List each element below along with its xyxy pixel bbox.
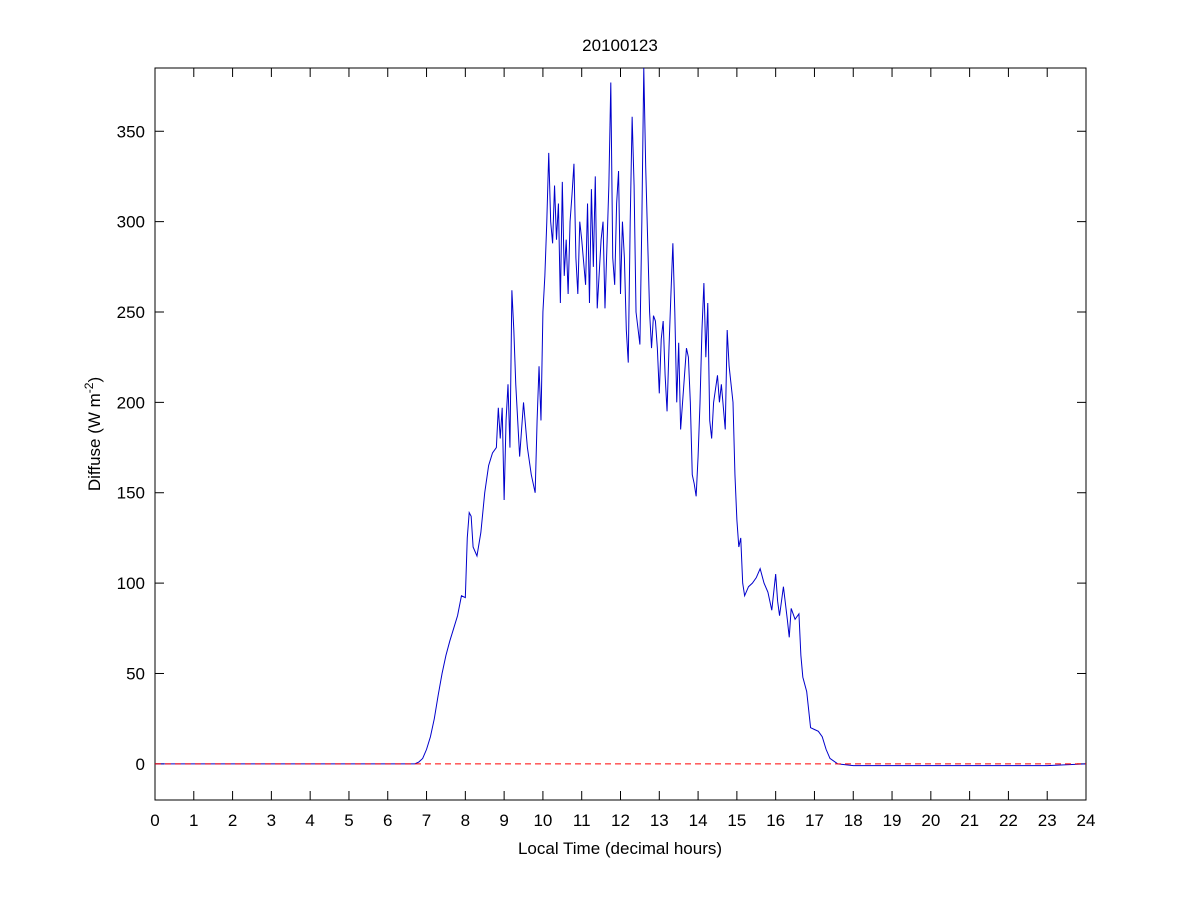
x-tick-label: 11 (573, 811, 591, 830)
chart-title: 20100123 (582, 36, 658, 55)
y-axis-label-text: Diffuse (W m (85, 393, 104, 491)
x-tick-label: 7 (422, 811, 431, 830)
y-tick-label: 200 (117, 393, 145, 412)
x-tick-label: 20 (921, 811, 940, 830)
y-tick-label: 250 (117, 303, 145, 322)
x-tick-label: 24 (1077, 811, 1096, 830)
x-tick-label: 21 (960, 811, 979, 830)
y-tick-label: 50 (126, 664, 145, 683)
x-tick-label: 2 (228, 811, 237, 830)
x-tick-label: 22 (999, 811, 1018, 830)
x-axis-label: Local Time (decimal hours) (518, 839, 722, 858)
x-tick-label: 6 (383, 811, 392, 830)
x-tick-label: 17 (805, 811, 824, 830)
x-tick-label: 3 (267, 811, 276, 830)
x-tick-label: 14 (689, 811, 708, 830)
x-tick-label: 4 (305, 811, 314, 830)
x-tick-label: 9 (499, 811, 508, 830)
y-tick-label: 300 (117, 213, 145, 232)
x-tick-label: 0 (150, 811, 159, 830)
x-tick-label: 15 (727, 811, 746, 830)
y-axis-label: Diffuse (W m-2) (82, 377, 104, 491)
x-tick-label: 12 (611, 811, 630, 830)
x-tick-label: 19 (883, 811, 902, 830)
y-tick-label: 100 (117, 574, 145, 593)
y-axis-label-end: ) (85, 377, 104, 383)
y-tick-label: 350 (117, 122, 145, 141)
x-tick-label: 10 (533, 811, 552, 830)
y-tick-label: 0 (136, 755, 145, 774)
x-tick-label: 5 (344, 811, 353, 830)
plot-frame (154, 67, 1087, 801)
x-tick-label: 23 (1038, 811, 1057, 830)
y-tick-label: 150 (117, 484, 145, 503)
y-axis-label-sup: -2 (82, 382, 96, 393)
x-tick-label: 13 (650, 811, 669, 830)
data-line (155, 67, 1087, 767)
x-tick-label: 8 (461, 811, 470, 830)
x-tick-label: 1 (189, 811, 198, 830)
x-tick-label: 18 (844, 811, 863, 830)
x-tick-label: 16 (766, 811, 785, 830)
